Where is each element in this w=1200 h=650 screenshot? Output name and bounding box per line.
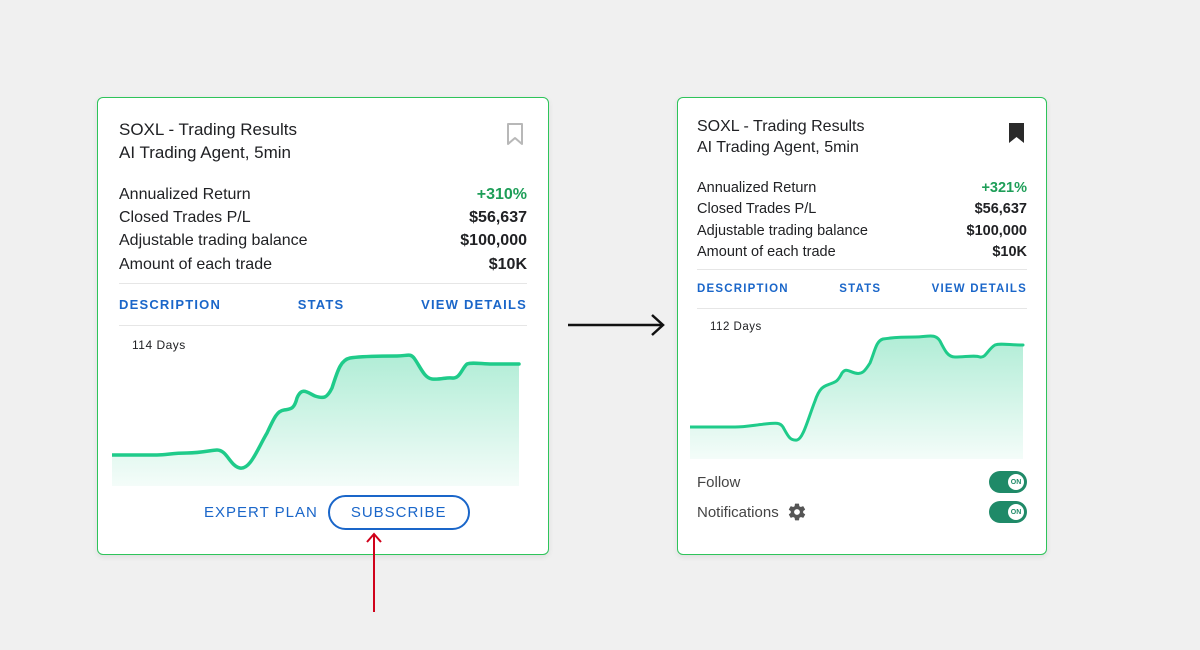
card-title-line1: SOXL - Trading Results: [119, 120, 297, 139]
stat-value: +310%: [476, 185, 527, 203]
annotation-arrow-up-icon: [366, 532, 382, 612]
flow-arrow-right-icon: [568, 314, 665, 336]
stat-row-closed-trades: Closed Trades P/L $56,637: [119, 206, 527, 229]
toggle-knob: ON: [1008, 474, 1024, 490]
card-title: SOXL - Trading Results AI Trading Agent,…: [697, 116, 864, 158]
tab-view-details[interactable]: VIEW DETAILS: [931, 283, 1027, 295]
stat-value: $10K: [488, 255, 527, 273]
card-tabs: DESCRIPTION STATS VIEW DETAILS: [697, 283, 1027, 295]
notifications-label-group: Notifications: [697, 502, 807, 522]
stat-label: Annualized Return: [697, 179, 817, 196]
stat-row-annualized-return: Annualized Return +321%: [697, 177, 1027, 199]
days-label: 114 Days: [132, 338, 186, 352]
stat-value: $100,000: [966, 222, 1027, 239]
stat-value: $10K: [992, 244, 1027, 261]
stat-row-trading-balance: Adjustable trading balance $100,000: [697, 220, 1027, 242]
performance-chart: [112, 353, 521, 486]
stat-row-annualized-return: Annualized Return +310%: [119, 183, 527, 206]
stat-label: Amount of each trade: [697, 244, 836, 261]
divider: [119, 283, 527, 284]
bookmark-outline-icon[interactable]: [506, 122, 524, 151]
stats-list: Annualized Return +321% Closed Trades P/…: [697, 177, 1027, 263]
follow-label: Follow: [697, 473, 741, 491]
trading-card-before: SOXL - Trading Results AI Trading Agent,…: [97, 97, 549, 555]
card-title-line2: AI Trading Agent, 5min: [119, 143, 291, 162]
chart-line: [112, 353, 521, 470]
tab-view-details[interactable]: VIEW DETAILS: [421, 297, 527, 312]
performance-chart: [690, 334, 1025, 459]
tab-stats[interactable]: STATS: [839, 283, 882, 295]
chart-line: [690, 334, 1025, 442]
bookmark-filled-icon[interactable]: [1008, 122, 1025, 149]
days-label: 112 Days: [710, 321, 762, 333]
stat-value: +321%: [981, 179, 1027, 196]
toggle-knob: ON: [1008, 504, 1024, 520]
trading-card-after: SOXL - Trading Results AI Trading Agent,…: [677, 97, 1047, 555]
expert-plan-link[interactable]: EXPERT PLAN: [204, 504, 318, 521]
follow-row: Follow ON: [697, 471, 1027, 493]
plan-actions: EXPERT PLAN SUBSCRIBE: [204, 495, 470, 530]
tab-stats[interactable]: STATS: [297, 297, 345, 312]
follow-toggle[interactable]: ON: [989, 471, 1027, 493]
stat-value: $56,637: [974, 201, 1027, 218]
card-title-line2: AI Trading Agent, 5min: [697, 139, 859, 156]
stat-label: Amount of each trade: [119, 255, 272, 273]
notifications-label: Notifications: [697, 503, 779, 521]
chart-area: [112, 355, 519, 486]
stat-row-amount-each-trade: Amount of each trade $10K: [697, 242, 1027, 264]
notifications-row: Notifications ON: [697, 501, 1027, 523]
stat-row-trading-balance: Adjustable trading balance $100,000: [119, 230, 527, 253]
card-title-line1: SOXL - Trading Results: [697, 118, 865, 135]
divider: [697, 308, 1027, 309]
stat-label: Adjustable trading balance: [697, 222, 868, 239]
stats-list: Annualized Return +310% Closed Trades P/…: [119, 183, 527, 276]
stat-row-closed-trades: Closed Trades P/L $56,637: [697, 199, 1027, 221]
divider: [697, 269, 1027, 270]
notifications-toggle[interactable]: ON: [989, 501, 1027, 523]
gear-icon[interactable]: [787, 502, 807, 522]
stat-row-amount-each-trade: Amount of each trade $10K: [119, 253, 527, 276]
stat-value: $100,000: [460, 232, 527, 250]
tab-description[interactable]: DESCRIPTION: [697, 283, 789, 295]
card-tabs: DESCRIPTION STATS VIEW DETAILS: [119, 297, 527, 312]
stat-label: Adjustable trading balance: [119, 232, 308, 250]
chart-area: [690, 336, 1023, 459]
divider: [119, 325, 527, 326]
stat-value: $56,637: [469, 208, 527, 226]
stat-label: Annualized Return: [119, 185, 251, 203]
subscribe-button[interactable]: SUBSCRIBE: [327, 495, 470, 530]
card-title: SOXL - Trading Results AI Trading Agent,…: [119, 118, 297, 164]
stat-label: Closed Trades P/L: [119, 208, 251, 226]
stat-label: Closed Trades P/L: [697, 201, 817, 218]
tab-description[interactable]: DESCRIPTION: [119, 297, 222, 312]
